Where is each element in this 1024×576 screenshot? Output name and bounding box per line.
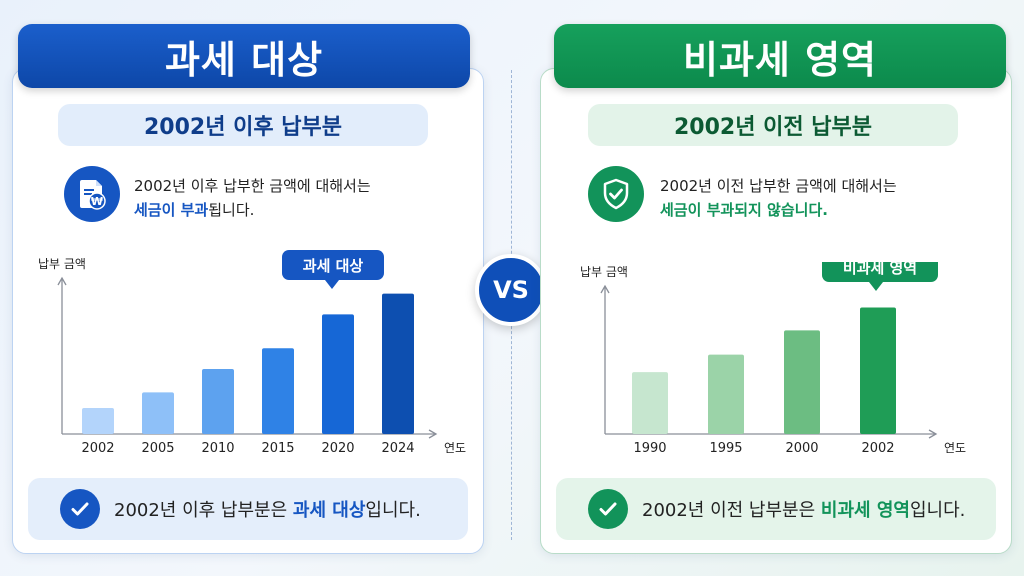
x-tick-label: 1990 [633,441,666,456]
bar-2000 [784,330,820,434]
y-axis-arrow [57,276,67,286]
taxable-description: 2002년 이후 납부한 금액에 대해서는 세금이 부과됩니다. [134,177,371,219]
y-axis-label: 납부 금액 [38,257,86,271]
shield-check-icon [588,166,644,222]
bar-2010 [202,369,234,434]
nontaxable-description: 2002년 이전 납부한 금액에 대해서는 세금이 부과되지 않습니다. [660,177,897,219]
bar-2020 [322,314,354,434]
svg-text:₩: ₩ [91,195,103,208]
x-tick-label: 2024 [381,441,414,456]
bar-1990 [632,372,668,434]
document-won-icon: ₩ [64,166,120,222]
check-icon [588,489,628,529]
callout-text: 과세 대상 [303,257,364,275]
nontaxable-panel [540,68,1012,554]
taxable-subtitle: 2002년 이후 납부분 [58,104,428,146]
x-tick-label: 2020 [321,441,354,456]
taxable-header: 과세 대상 [18,24,470,88]
vs-badge: VS [475,254,547,326]
y-axis-arrow [600,284,610,294]
x-axis-arrow [928,429,938,439]
callout-text: 비과세 영역 [843,262,917,277]
x-tick-label: 2000 [785,441,818,456]
bar-2015 [262,348,294,434]
bar-2024 [382,293,414,434]
nontaxable-footer: 2002년 이전 납부분은 비과세 영역 입니다. [556,478,996,540]
bar-2002 [82,408,114,434]
check-icon [60,489,100,529]
callout-bubble: 비과세 영역 [822,262,938,291]
x-axis-label: 연도 [444,441,466,455]
callout-bubble: 과세 대상 [282,250,384,289]
x-tick-label: 2010 [201,441,234,456]
x-tick-label: 2005 [141,441,174,456]
bar-2002 [860,307,896,434]
x-axis-arrow [428,429,438,439]
x-tick-label: 1995 [709,441,742,456]
taxable-footer: 2002년 이후 납부분은 과세 대상 입니다. [28,478,468,540]
x-tick-label: 2002 [81,441,114,456]
nontaxable-header: 비과세 영역 [554,24,1006,88]
bar-2005 [142,392,174,434]
nontaxable-subtitle: 2002년 이전 납부분 [588,104,958,146]
bar-1995 [708,354,744,434]
x-tick-label: 2002 [861,441,894,456]
x-axis-label: 연도 [944,441,966,455]
x-tick-label: 2015 [261,441,294,456]
y-axis-label: 납부 금액 [580,265,628,279]
